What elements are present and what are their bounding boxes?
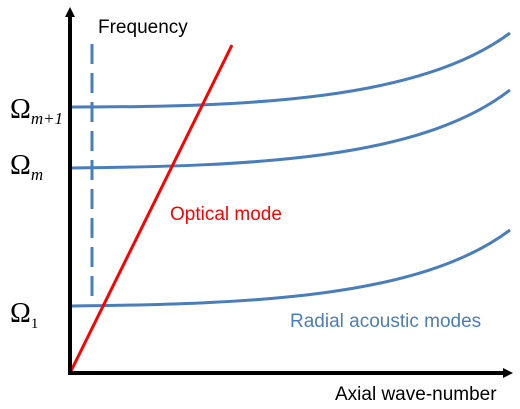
subscript: m <box>31 165 43 184</box>
subscript: m+1 <box>31 109 63 128</box>
level-label: Ωm+1 <box>10 94 63 128</box>
acoustic-mode-curve <box>71 88 511 170</box>
acoustic-mode-curve <box>71 228 511 308</box>
optical-mode-line <box>68 44 234 374</box>
y-axis-label: Frequency <box>98 17 188 38</box>
symbol: Ω <box>10 298 31 329</box>
subscript: 1 <box>31 316 39 332</box>
optical-label: Optical mode <box>170 204 282 225</box>
level-label: Ω1 <box>10 298 38 332</box>
symbol: Ω <box>10 94 31 125</box>
symbol: Ω <box>10 150 31 181</box>
level-label: Ωm <box>10 150 43 184</box>
acoustic-label: Radial acoustic modes <box>290 311 481 332</box>
x-axis-label: Axial wave-number <box>335 384 497 405</box>
acoustic-mode-curve <box>71 31 511 109</box>
